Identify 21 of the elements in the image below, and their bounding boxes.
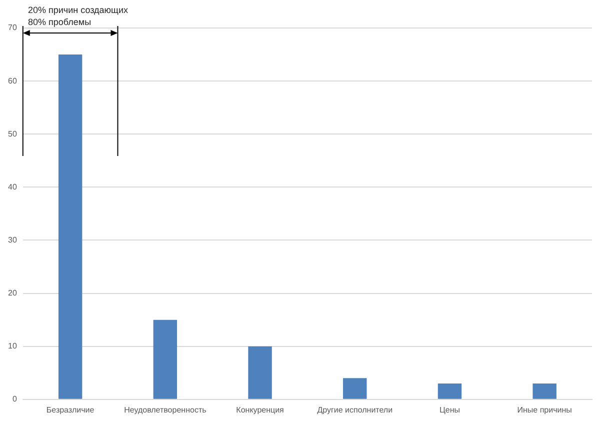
text: 20% причин создающих 80% проблемы <box>28 4 128 27</box>
y-tick-label: 70 <box>8 23 18 32</box>
x-tick-label: Безразличие <box>46 405 95 414</box>
x-tick-label: Цены <box>439 405 460 414</box>
bar <box>532 383 556 399</box>
y-tick-label: 10 <box>8 342 18 351</box>
bar <box>248 346 272 399</box>
bar <box>58 54 82 399</box>
y-tick-label: 0 <box>12 394 18 404</box>
bar <box>438 383 462 399</box>
y-tick-label: 40 <box>8 182 18 192</box>
bar <box>153 320 178 399</box>
x-tick-label: Неудовлетворенность <box>124 405 206 414</box>
x-tick-label: Другие исполнители <box>317 405 393 414</box>
y-tick-label: 50 <box>8 129 18 138</box>
x-tick-label: Иные причины <box>517 405 572 414</box>
bar <box>343 378 367 399</box>
y-tick-label: 60 <box>8 76 18 86</box>
x-tick-label: Конкуренция <box>236 405 284 414</box>
y-tick-label: 30 <box>8 235 18 244</box>
y-tick-label: 20 <box>8 288 18 298</box>
